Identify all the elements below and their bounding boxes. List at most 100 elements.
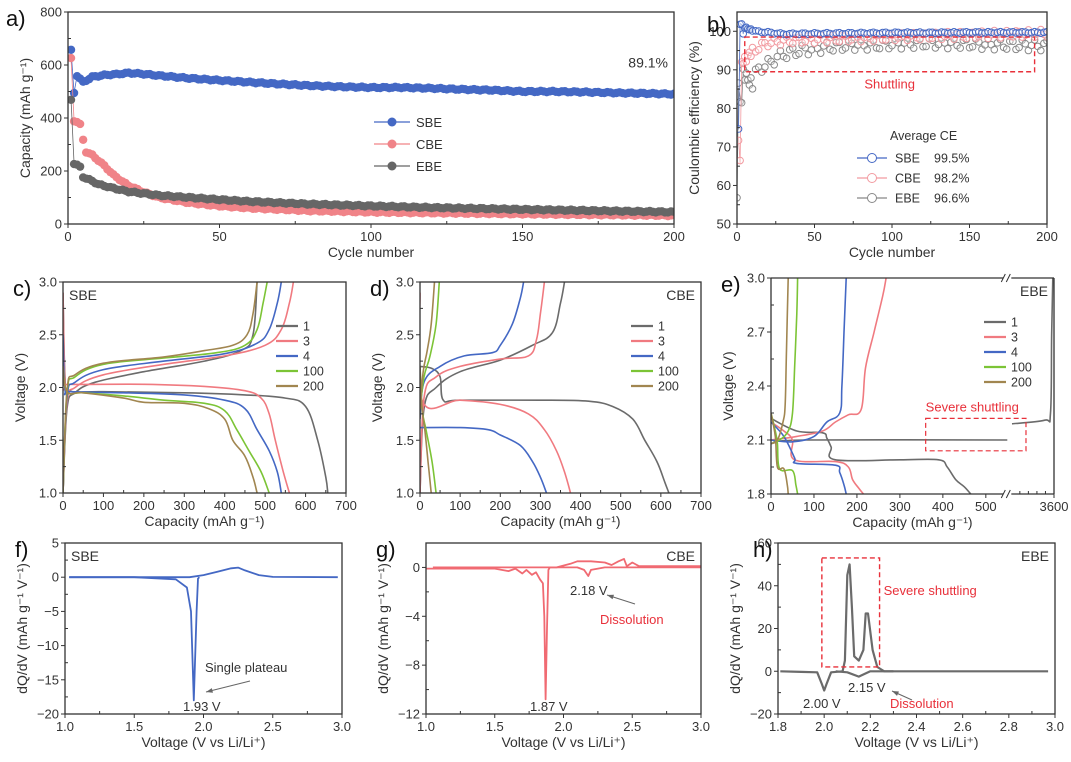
chart-panel-g: 2.18 V Dissolution 1.87 V 1.0 1.5 2.0 2.5 3.0 −1…	[375, 537, 710, 750]
series-cycle-1	[420, 281, 670, 493]
legend-title: Average CE	[890, 129, 957, 143]
shuttling-box	[744, 36, 1036, 73]
plot-area	[737, 20, 1047, 202]
data-point	[841, 44, 850, 52]
x-tick-label: 500	[254, 498, 276, 513]
y-tick-label: 90	[717, 62, 731, 77]
x-tick-label: 2.8	[1000, 719, 1018, 734]
data-point	[909, 44, 918, 52]
legend-marker	[867, 173, 877, 183]
x-tick-label: 400	[932, 499, 954, 514]
y-tick-label: 0	[55, 217, 62, 232]
legend-label: 1	[658, 320, 665, 334]
panel-letter: d)	[370, 276, 390, 301]
data-point	[1037, 46, 1045, 55]
dqdv-curve	[432, 558, 701, 569]
data-point	[801, 37, 810, 46]
x-tick-label: 300	[889, 499, 911, 514]
data-point	[1002, 45, 1011, 53]
y-tick-label: 0	[52, 570, 59, 585]
y-tick-label: −10	[37, 638, 59, 653]
data-point	[981, 41, 989, 49]
x-tick-label: 0	[767, 499, 774, 514]
x-tick-label: 600	[295, 498, 317, 513]
x-axis-label: Capacity (mAh g⁻¹)	[852, 514, 972, 530]
series-cycle-4	[63, 281, 283, 493]
panel-letter: f)	[15, 537, 28, 562]
series-connector	[70, 58, 81, 125]
x-tick-label: 2.0	[815, 719, 833, 734]
legend-label: 100	[303, 365, 324, 379]
y-tick-label: 2.0	[39, 380, 57, 395]
plot-frame	[64, 542, 343, 715]
plot-area	[63, 281, 329, 493]
legend-label: 1	[303, 320, 310, 334]
charge-curve	[420, 281, 436, 409]
y-tick-label: −20	[37, 707, 59, 722]
shuttling-box	[821, 557, 881, 668]
x-tick-label: 2.6	[954, 719, 972, 734]
data-point	[944, 44, 952, 53]
y-tick-label: 3.0	[396, 275, 414, 290]
y-tick-label: 2.5	[396, 327, 414, 342]
y-tick-label: 3.0	[39, 275, 57, 290]
data-point	[68, 53, 76, 63]
data-point	[990, 45, 999, 54]
y-axis-label: Coulombic efficiency (%)	[686, 41, 702, 195]
plot-area	[68, 45, 674, 221]
series-cycle-4	[771, 277, 847, 494]
axis-break-mark	[1005, 273, 1011, 283]
series-cycle-3	[771, 277, 887, 494]
x-axis-label: Capacity (mAh g⁻¹)	[500, 513, 620, 529]
y-tick-label: 5	[52, 536, 59, 551]
legend-marker	[387, 161, 397, 171]
inset-label: SBE	[69, 287, 97, 303]
series-cycle-1	[63, 281, 329, 493]
shuttling-label: Shuttling	[864, 77, 915, 92]
x-tick-label: 200	[133, 498, 155, 513]
series-cycle-100	[63, 281, 270, 493]
peak-voltage-label: 2.18 V	[570, 583, 608, 598]
data-point	[737, 98, 746, 107]
discharge-curve	[771, 417, 972, 494]
y-tick-label: 1.8	[747, 487, 765, 502]
axis-break-mark	[1000, 489, 1006, 499]
chart-panel-b: Shuttling Average CE SBE 99.5% CBE 98.2% EBE 96…	[686, 11, 1058, 260]
discharge-curve	[771, 412, 789, 494]
data-point	[875, 44, 884, 53]
x-tick-label: 3.0	[692, 719, 710, 734]
legend-marker	[387, 117, 397, 127]
data-point	[739, 29, 748, 38]
plot-area	[771, 277, 1054, 494]
x-tick-label: 2.0	[194, 719, 212, 734]
data-point	[897, 45, 906, 53]
x-tick-label: 700	[335, 498, 357, 513]
y-tick-label: 600	[40, 58, 62, 73]
dqdv-curve	[835, 670, 894, 678]
chart-panel-a: SBE CBE EBE 89.1% 0 50 100 150 200 0 200 400 600 800 C…	[6, 5, 685, 261]
y-tick-label: 70	[717, 139, 731, 154]
charge-curve	[63, 281, 295, 493]
x-tick-label: 100	[803, 499, 825, 514]
chart-panel-h: Severe shuttling 2.15 V 2.00 V Dissolution 1…	[727, 536, 1064, 751]
x-tick-label: 1.8	[769, 719, 787, 734]
x-tick-label: 2.5	[623, 719, 641, 734]
x-tick-label: 200	[1036, 229, 1058, 244]
data-point	[737, 156, 744, 165]
legend-value: 98.2%	[934, 172, 969, 186]
x-axis-label: Voltage (V vs Li/Li⁺)	[501, 734, 625, 750]
arrow-head-icon	[892, 691, 899, 696]
y-tick-label: −8	[405, 658, 420, 673]
charge-curve	[771, 277, 799, 445]
y-tick-label: 60	[758, 536, 772, 551]
x-tick-label: 100	[881, 229, 903, 244]
arrow-head-icon	[206, 688, 213, 693]
y-tick-label: 20	[758, 621, 772, 636]
data-point	[789, 39, 797, 48]
legend-label: 3	[303, 335, 310, 349]
charge-curve	[420, 281, 525, 420]
y-tick-label: 1.5	[39, 433, 57, 448]
y-tick-label: 2.4	[747, 379, 765, 394]
legend-label: 4	[658, 350, 665, 364]
